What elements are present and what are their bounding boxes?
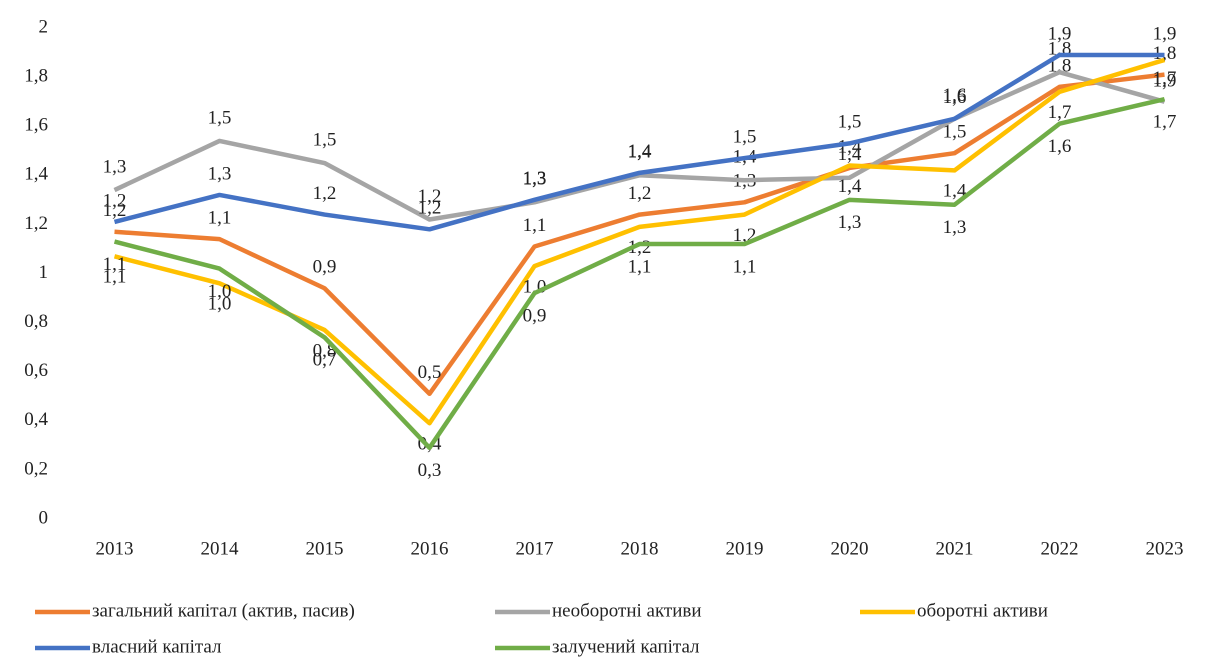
y-tick-label: 1,2: [24, 213, 48, 234]
series-line: [113, 52, 1165, 232]
data-label: 1,3: [103, 156, 127, 177]
data-label: 0,7: [313, 350, 337, 371]
data-label: 1,7: [1048, 102, 1072, 123]
data-label: 1,5: [733, 126, 757, 147]
data-label: 0,9: [313, 257, 337, 278]
data-label: 1,6: [1048, 136, 1072, 157]
data-label: 1,2: [313, 183, 337, 204]
x-tick-label: 2022: [1041, 538, 1079, 559]
data-label: 1,6: [943, 85, 967, 106]
x-tick-label: 2018: [621, 538, 659, 559]
data-label: 1,4: [943, 181, 967, 202]
y-tick-label: 1,4: [24, 164, 48, 185]
legend-label: загальний капітал (актив, пасив): [92, 600, 355, 621]
data-label: 1,2: [628, 183, 652, 204]
data-label: 1,9: [1153, 23, 1177, 44]
data-label: 1,2: [418, 186, 442, 207]
x-tick-label: 2019: [726, 538, 764, 559]
data-label: 1,5: [208, 107, 232, 128]
y-tick-label: 0,8: [24, 311, 48, 332]
y-tick-label: 0,4: [24, 409, 48, 430]
data-label: 1,5: [943, 122, 967, 143]
data-label: 1,0: [208, 281, 232, 302]
y-tick-label: 0,2: [24, 458, 48, 479]
data-label: 1,3: [838, 212, 862, 233]
data-label: 1,5: [838, 112, 862, 133]
data-label: 1,7: [1153, 112, 1177, 133]
data-label: 1,3: [523, 168, 547, 189]
y-tick-label: 1: [39, 262, 49, 283]
data-label: 1,1: [103, 254, 127, 275]
data-label: 1,2: [418, 198, 442, 219]
legend-label: власний капітал: [92, 636, 222, 657]
data-label: 1,6: [943, 87, 967, 108]
x-tick-label: 2021: [936, 538, 974, 559]
data-label: 1,4: [838, 176, 862, 197]
data-label: 1,2: [103, 190, 127, 211]
y-tick-label: 0,6: [24, 360, 48, 381]
x-tick-label: 2016: [411, 538, 449, 559]
series-line: [113, 97, 1166, 451]
y-tick-label: 1,6: [24, 115, 48, 136]
data-label: 1,1: [523, 215, 547, 236]
data-label: 1,3: [208, 163, 232, 184]
data-label: 0,3: [418, 460, 442, 481]
y-tick-label: 1,8: [24, 65, 48, 86]
legend-label: залучений капітал: [552, 636, 700, 657]
data-label: 0,5: [418, 362, 442, 383]
x-tick-label: 2014: [201, 538, 240, 559]
data-label: 1,5: [313, 129, 337, 150]
data-label: 1,2: [103, 200, 127, 221]
data-label: 1,4: [628, 142, 652, 163]
data-label: 1,3: [943, 217, 967, 238]
series-line: [114, 72, 1165, 397]
x-tick-label: 2023: [1146, 538, 1184, 559]
legend-label: оборотні активи: [917, 600, 1048, 621]
data-label: 1,1: [733, 256, 757, 277]
x-tick-label: 2020: [831, 538, 869, 559]
data-label: 1,1: [103, 267, 127, 288]
data-label: 1,9: [1153, 70, 1177, 91]
y-tick-label: 0: [39, 507, 49, 528]
data-label: 1,1: [208, 207, 232, 228]
legend-label: необоротні активи: [552, 600, 702, 621]
data-label: 1,4: [838, 144, 862, 165]
x-tick-label: 2015: [306, 538, 344, 559]
data-label: 1,9: [1048, 23, 1072, 44]
data-label: 1,0: [208, 294, 232, 315]
data-label: 1,7: [1153, 68, 1177, 89]
y-tick-label: 2: [39, 16, 49, 37]
x-tick-label: 2017: [516, 538, 554, 559]
data-label: 1,3: [523, 169, 547, 190]
data-label: 1,4: [628, 141, 652, 162]
data-label: 1,1: [628, 256, 652, 277]
data-label: 0,9: [523, 305, 547, 326]
x-tick-label: 2013: [96, 538, 134, 559]
series-line: [113, 69, 1166, 222]
